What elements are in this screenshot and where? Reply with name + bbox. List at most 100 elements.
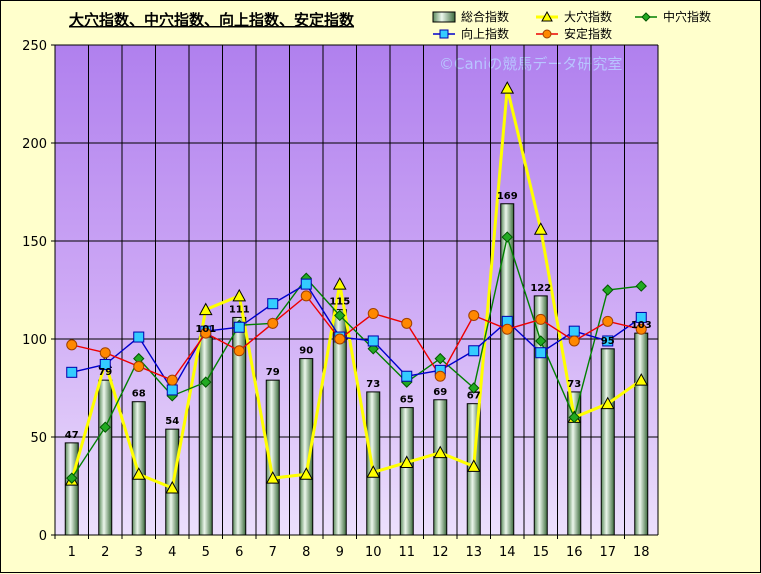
y-tick-label: 150 <box>22 235 47 250</box>
y-tick-label: 200 <box>22 137 47 152</box>
data-point <box>600 396 615 410</box>
bar <box>64 442 79 536</box>
data-label: 73 <box>567 379 581 390</box>
data-point <box>535 313 547 325</box>
data-point <box>133 360 145 372</box>
legend-label: 大穴指数 <box>564 9 612 24</box>
data-point <box>401 317 413 329</box>
data-point <box>334 333 346 345</box>
bar <box>600 348 615 536</box>
data-point <box>401 370 413 382</box>
data-point <box>233 321 245 333</box>
data-point <box>66 366 78 378</box>
y-tick-label: 100 <box>22 333 47 348</box>
data-label: 69 <box>433 387 447 398</box>
data-point <box>535 335 547 347</box>
data-label: 111 <box>229 304 250 315</box>
y-tick-label: 0 <box>39 529 47 544</box>
data-label: 101 <box>195 324 216 335</box>
x-tick-label: 9 <box>336 545 344 560</box>
x-tick-label: 17 <box>599 545 616 560</box>
data-point <box>433 445 448 459</box>
data-point <box>99 347 111 359</box>
data-point <box>635 280 647 292</box>
data-point <box>602 284 614 296</box>
data-label: 67 <box>467 391 481 402</box>
x-tick-label: 11 <box>398 545 415 560</box>
y-tick-label: 250 <box>22 39 47 54</box>
legend-marker <box>641 12 651 22</box>
x-tick-label: 12 <box>432 545 449 560</box>
bar <box>433 399 448 536</box>
x-tick-label: 5 <box>202 545 210 560</box>
data-point <box>568 335 580 347</box>
data-point <box>99 421 111 433</box>
data-point <box>434 352 446 365</box>
data-point <box>533 222 548 235</box>
x-tick-label: 1 <box>68 545 76 560</box>
data-label: 73 <box>366 379 380 390</box>
x-tick-label: 15 <box>532 545 549 560</box>
data-point <box>602 315 614 327</box>
x-tick-label: 10 <box>365 545 382 560</box>
bar <box>399 407 414 536</box>
data-point <box>635 311 647 323</box>
data-point <box>468 345 480 357</box>
legend-swatch <box>432 11 456 23</box>
series-line <box>71 294 642 382</box>
legend-label: 向上指数 <box>461 26 509 41</box>
data-point <box>366 465 381 478</box>
data-point <box>267 298 279 310</box>
data-point <box>166 384 178 396</box>
data-point <box>468 382 480 394</box>
data-point <box>66 472 78 484</box>
data-point <box>99 358 111 370</box>
data-point <box>332 277 347 290</box>
y-tick-label: 50 <box>30 431 47 446</box>
data-point <box>133 331 145 343</box>
data-point <box>200 327 212 339</box>
x-tick-label: 7 <box>269 545 277 560</box>
legend-label: 総合指数 <box>461 9 509 24</box>
data-point <box>568 325 580 337</box>
data-point <box>468 309 480 321</box>
data-point <box>602 335 614 347</box>
x-tick-label: 18 <box>633 545 650 560</box>
data-label: 65 <box>400 395 414 406</box>
x-tick-label: 16 <box>566 545 583 560</box>
data-label: 54 <box>165 416 179 427</box>
x-tick-label: 8 <box>302 545 310 560</box>
data-point <box>635 323 647 335</box>
data-point <box>66 339 78 351</box>
data-point <box>500 81 515 94</box>
data-point <box>232 288 247 302</box>
x-tick-label: 6 <box>235 545 243 560</box>
data-point <box>535 347 547 359</box>
x-tick-label: 13 <box>465 545 482 560</box>
bar <box>533 295 548 536</box>
x-tick-label: 4 <box>168 545 176 560</box>
data-label: 103 <box>631 320 652 331</box>
data-label: 79 <box>98 367 112 378</box>
bar <box>366 391 381 536</box>
data-point <box>634 373 649 386</box>
watermark-text: ©Caniの競馬データ研究室 <box>439 55 622 73</box>
data-point <box>299 467 314 480</box>
series-line <box>71 234 642 479</box>
data-label: 115 <box>329 297 350 308</box>
data-point <box>300 278 312 290</box>
x-tick-label: 3 <box>135 545 143 560</box>
data-point <box>367 335 379 347</box>
bar <box>98 379 113 536</box>
bar <box>634 332 649 536</box>
data-point <box>165 480 180 494</box>
data-point <box>198 302 213 316</box>
data-label: 68 <box>132 389 146 400</box>
data-point <box>233 345 245 357</box>
data-point <box>200 376 212 388</box>
legend-label: 安定指数 <box>564 26 612 41</box>
data-point <box>367 308 379 320</box>
